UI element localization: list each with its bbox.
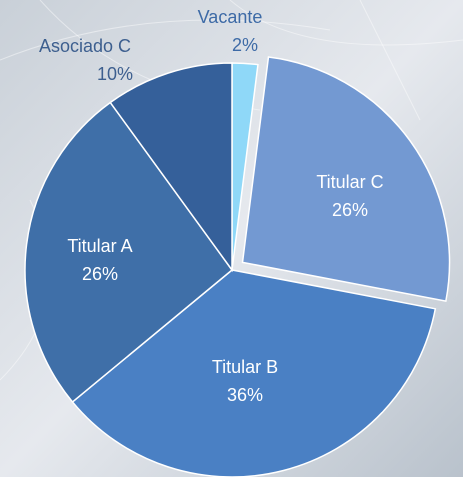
- pie-slice: [71, 269, 437, 477]
- slice-value-label: 26%: [82, 264, 118, 284]
- pie-slice: [24, 101, 234, 404]
- slice-label: Asociado C: [39, 36, 131, 56]
- slice-value-label: 2%: [232, 35, 258, 55]
- pie-slice: [241, 56, 451, 303]
- slice-value-label: 10%: [97, 64, 133, 84]
- slice-value-label: 26%: [332, 200, 368, 220]
- slice-label: Titular A: [67, 236, 132, 256]
- pie-slice: [109, 62, 233, 273]
- slice-value-label: 36%: [227, 385, 263, 405]
- background-lines: [0, 0, 463, 380]
- slice-label: Titular C: [316, 172, 383, 192]
- slice-label: Titular B: [212, 357, 278, 377]
- slice-label: Vacante: [198, 7, 263, 27]
